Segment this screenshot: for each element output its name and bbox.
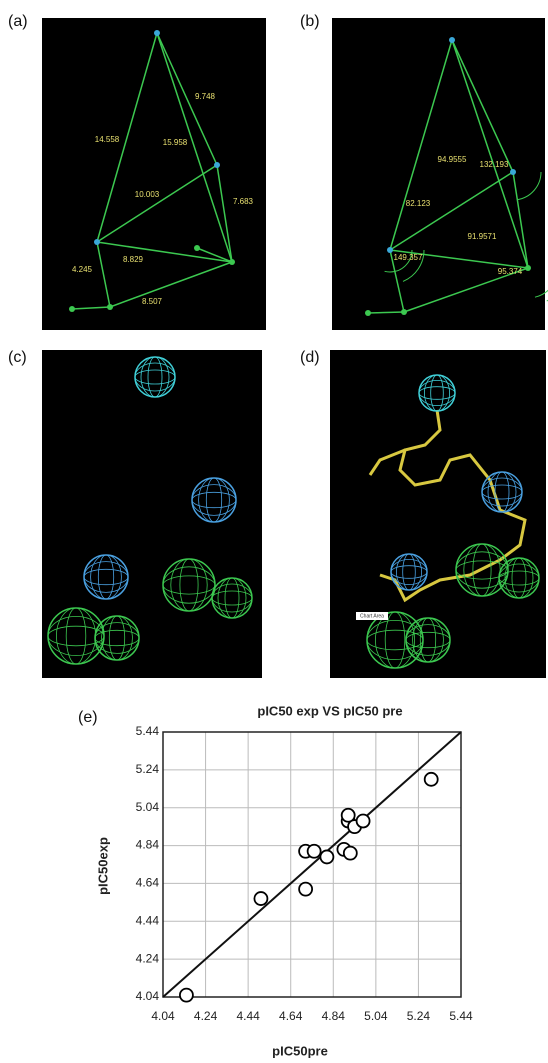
atom [365,310,371,316]
angle-label: 91.9571 [468,232,497,241]
point [254,892,267,905]
x-axis-label: pIC50pre [272,1043,328,1058]
point [425,773,438,786]
y-tick-label: 5.24 [136,762,160,776]
atom [449,37,455,43]
bond [368,312,404,313]
point [357,814,370,827]
fit-line [163,732,461,997]
distance-label: 8.829 [123,255,144,264]
panel-label: (c) [8,349,27,366]
atom [401,309,407,315]
y-tick-label: 4.64 [136,876,160,890]
angle-label: 82.123 [406,199,431,208]
distance-label: 10.003 [135,190,160,199]
angle-label: 149.357 [394,253,423,262]
y-axis-label: pIC50exp [95,837,110,895]
point [308,845,321,858]
distance-label: 9.748 [195,92,216,101]
x-tick-label: 5.44 [449,1009,473,1023]
panel-label: (b) [300,13,320,30]
panel-label: (d) [300,349,320,366]
x-tick-label: 4.64 [279,1009,303,1023]
panel-label: (a) [8,13,28,30]
x-tick-label: 5.24 [407,1009,431,1023]
x-tick-label: 4.44 [236,1009,260,1023]
y-tick-label: 4.04 [136,989,160,1003]
angle-label: 94.9555 [438,155,467,164]
x-tick-label: 5.04 [364,1009,388,1023]
distance-label: 4.245 [72,265,93,274]
atom [194,245,200,251]
atom [229,259,235,265]
atom [510,169,516,175]
atom [387,247,393,253]
angle-label: 95.374 [498,267,523,276]
panel-c-bg [42,350,262,678]
y-tick-label: 4.84 [136,838,160,852]
atom [69,306,75,312]
distance-label: 8.507 [142,297,163,306]
distance-label: 7.683 [233,197,254,206]
tag: Chart Area [360,613,384,619]
distance-label: 14.558 [95,135,120,144]
panel-a-bg [42,18,266,330]
atom [525,265,531,271]
point [299,883,312,896]
atom [214,162,220,168]
figure: (a) (b) (c) (d) (e) pIC50 exp VS pIC50 p… [0,0,548,1063]
point [344,847,357,860]
atom [94,239,100,245]
y-tick-label: 4.44 [136,913,160,927]
x-tick-label: 4.84 [322,1009,346,1023]
x-tick-label: 4.04 [151,1009,175,1023]
point [180,989,193,1002]
angle-label: 132.193 [480,160,509,169]
distance-label: 15.958 [163,138,188,147]
chart-title: pIC50 exp VS pIC50 pre [257,703,402,718]
y-tick-label: 5.04 [136,800,160,814]
point [320,850,333,863]
atom [107,304,113,310]
panel-label: (e) [78,709,98,726]
atom [154,30,160,36]
x-tick-label: 4.24 [194,1009,218,1023]
y-tick-label: 5.44 [136,724,160,738]
y-tick-label: 4.24 [136,951,160,965]
